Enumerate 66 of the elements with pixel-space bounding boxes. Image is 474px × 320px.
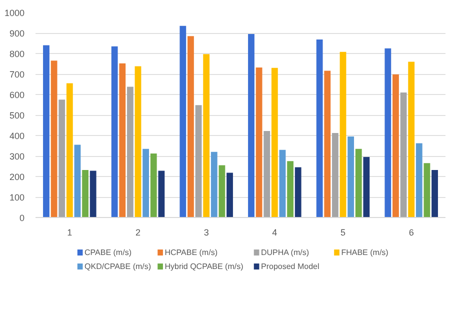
x-tick-label: 2 <box>135 228 141 238</box>
y-tick-label: 400 <box>9 131 25 141</box>
bar <box>203 54 210 218</box>
bar <box>43 45 50 218</box>
bar <box>271 68 278 218</box>
bar <box>279 150 286 218</box>
legend-label: Proposed Model <box>261 262 320 271</box>
x-tick-label: 5 <box>340 228 346 238</box>
bar <box>400 92 407 218</box>
bar <box>340 52 346 218</box>
bar <box>332 133 338 218</box>
y-tick-label: 500 <box>9 110 25 120</box>
bar <box>126 86 134 218</box>
bar <box>150 154 157 218</box>
bar <box>408 62 415 218</box>
bar <box>392 74 399 218</box>
x-tick-label: 3 <box>204 228 209 238</box>
bar <box>74 144 81 218</box>
y-tick-label: 800 <box>9 49 25 59</box>
bar <box>188 36 194 218</box>
legend-label: Hybrid QCPABE (m/s) <box>164 262 244 271</box>
bar <box>195 105 202 218</box>
y-tick-label: 300 <box>9 152 25 162</box>
y-tick-label: 700 <box>9 70 25 80</box>
bar <box>134 66 142 218</box>
bar <box>218 165 226 218</box>
legend-label: CPABE (m/s) <box>84 248 132 257</box>
bar <box>66 83 73 218</box>
bar <box>50 60 58 218</box>
bar <box>58 100 66 218</box>
legend-label: HCPABE (m/s) <box>164 248 218 257</box>
bar <box>256 67 262 218</box>
bar <box>82 170 88 218</box>
bar <box>287 161 294 218</box>
y-tick-label: 200 <box>9 172 25 182</box>
bar <box>90 170 96 218</box>
y-tick-label: 900 <box>9 28 25 38</box>
legend-label: FHABE (m/s) <box>341 248 389 257</box>
bar <box>294 167 302 218</box>
bar <box>158 170 165 218</box>
bar <box>363 157 370 218</box>
legend-label: QKD/CPABE (m/s) <box>84 262 152 271</box>
y-tick-label: 0 <box>19 213 25 223</box>
legend-label: DUPHA (m/s) <box>261 248 310 257</box>
bar <box>324 70 331 218</box>
bar <box>226 172 233 218</box>
y-tick-label: 1000 <box>4 8 25 18</box>
y-tick-label: 100 <box>9 192 25 202</box>
bar <box>432 170 438 218</box>
bar <box>210 152 218 218</box>
bar <box>119 63 126 218</box>
bar <box>384 48 392 218</box>
bar <box>416 143 422 218</box>
bar <box>264 130 270 218</box>
x-tick-label: 1 <box>67 228 72 238</box>
bar <box>111 46 118 218</box>
bar <box>424 163 430 218</box>
bar <box>180 26 186 218</box>
bar <box>355 148 362 218</box>
x-tick-label: 4 <box>272 228 278 238</box>
bar <box>248 34 254 218</box>
bar <box>316 40 323 218</box>
x-tick-label: 6 <box>408 228 414 238</box>
bar <box>142 148 150 218</box>
bar <box>348 136 354 218</box>
y-tick-label: 600 <box>9 90 25 100</box>
